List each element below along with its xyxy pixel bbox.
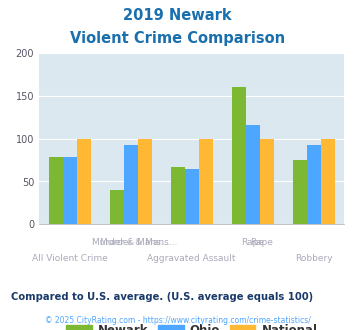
Bar — [124, 146, 138, 224]
Bar — [77, 139, 91, 224]
Text: All Violent Crime: All Violent Crime — [32, 254, 108, 263]
Text: Aggravated Assault: Aggravated Assault — [147, 254, 236, 263]
Bar — [307, 145, 321, 224]
Bar — [199, 139, 213, 224]
Text: Murder & Mans...: Murder & Mans... — [92, 238, 169, 247]
Bar — [232, 87, 246, 224]
Bar — [138, 139, 152, 224]
Bar — [49, 157, 62, 224]
Text: Murder & Mans...: Murder & Mans... — [100, 238, 178, 247]
Text: Compared to U.S. average. (U.S. average equals 100): Compared to U.S. average. (U.S. average … — [11, 292, 313, 302]
Bar — [62, 157, 77, 224]
Text: Rape: Rape — [241, 238, 264, 247]
Bar — [110, 190, 124, 224]
Legend: Newark, Ohio, National: Newark, Ohio, National — [61, 319, 322, 330]
Text: Violent Crime Comparison: Violent Crime Comparison — [70, 31, 285, 46]
Bar — [185, 169, 199, 224]
Bar — [260, 139, 274, 224]
Bar — [293, 160, 307, 224]
Bar — [321, 139, 335, 224]
Text: Robbery: Robbery — [295, 254, 333, 263]
Bar — [246, 125, 260, 224]
Text: 2019 Newark: 2019 Newark — [123, 8, 232, 23]
Text: Rape: Rape — [250, 238, 273, 247]
Text: © 2025 CityRating.com - https://www.cityrating.com/crime-statistics/: © 2025 CityRating.com - https://www.city… — [45, 316, 310, 325]
Bar — [171, 167, 185, 224]
